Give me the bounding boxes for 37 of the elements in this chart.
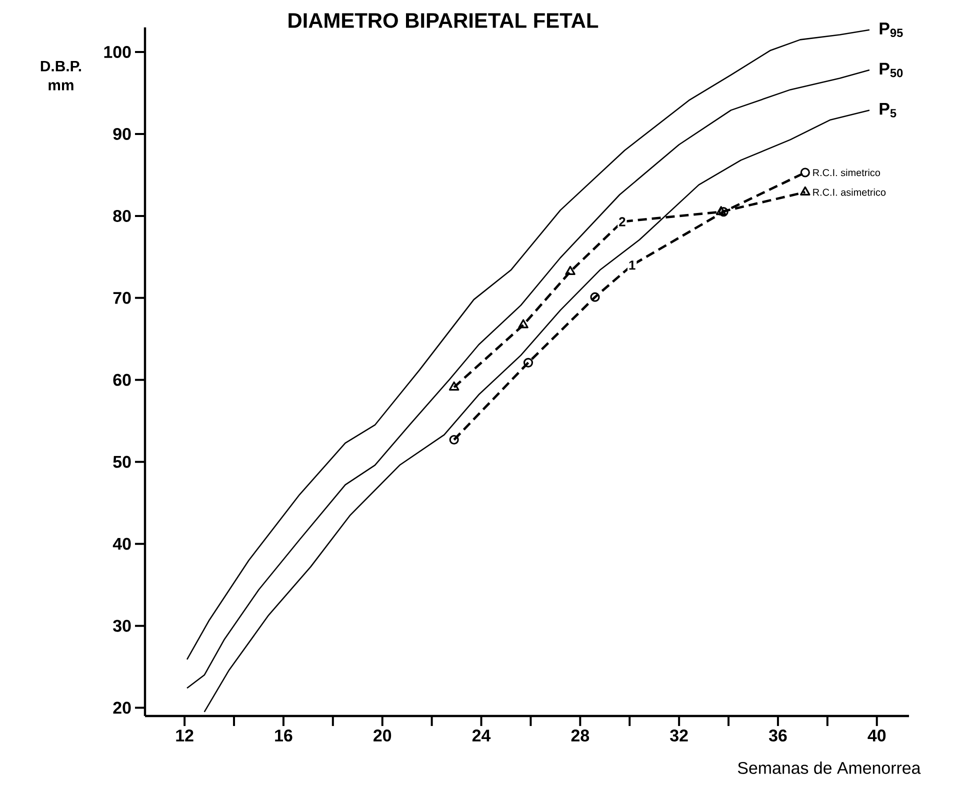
y-tick-label: 90: [113, 128, 131, 140]
point: [800, 168, 810, 178]
point: [718, 207, 728, 217]
x-axis-title: Semanas de Amenorrea: [738, 762, 921, 774]
point: [523, 358, 534, 368]
y-tick-label: 40: [112, 538, 131, 550]
x-tick-label: 16: [275, 730, 292, 742]
point: [449, 434, 459, 445]
annotation: 2: [619, 217, 626, 226]
x-tick-label: 28: [571, 730, 590, 742]
y-axis-title: D.B.P. mm: [40, 61, 81, 90]
point: [518, 319, 528, 328]
y-tick-label: 30: [113, 620, 131, 632]
x-tick-label: 36: [768, 730, 787, 742]
y-tick-label: 100: [104, 46, 131, 58]
series-label: R.C.I. simetrico: [813, 168, 880, 176]
x-tick-label: 32: [670, 730, 688, 742]
point: [565, 266, 576, 275]
x-tick-label: 20: [374, 730, 392, 742]
series-label: P$_{95}$: [880, 22, 903, 38]
y-tick-label: 80: [113, 210, 131, 222]
y-tick-label: 20: [113, 702, 131, 714]
x-tick-label: 24: [472, 730, 491, 742]
point: [448, 381, 460, 391]
point: [716, 206, 726, 216]
y-tick-label: 50: [113, 456, 131, 468]
chart-title: DIAMETRO BIPARIETAL FETAL: [288, 13, 598, 28]
series-label: R.C.I. asimetrico: [813, 188, 886, 196]
point: [590, 292, 600, 302]
series-label: P$_{5}$: [880, 103, 896, 118]
y-tick-label: 70: [113, 292, 131, 304]
annotation: 1: [629, 260, 636, 270]
point: [800, 186, 810, 196]
series-label: P$_{50}$: [880, 62, 903, 78]
y-tick-label: 60: [113, 374, 131, 386]
x-tick-label: 40: [868, 730, 886, 742]
x-tick-label: 12: [176, 730, 194, 742]
